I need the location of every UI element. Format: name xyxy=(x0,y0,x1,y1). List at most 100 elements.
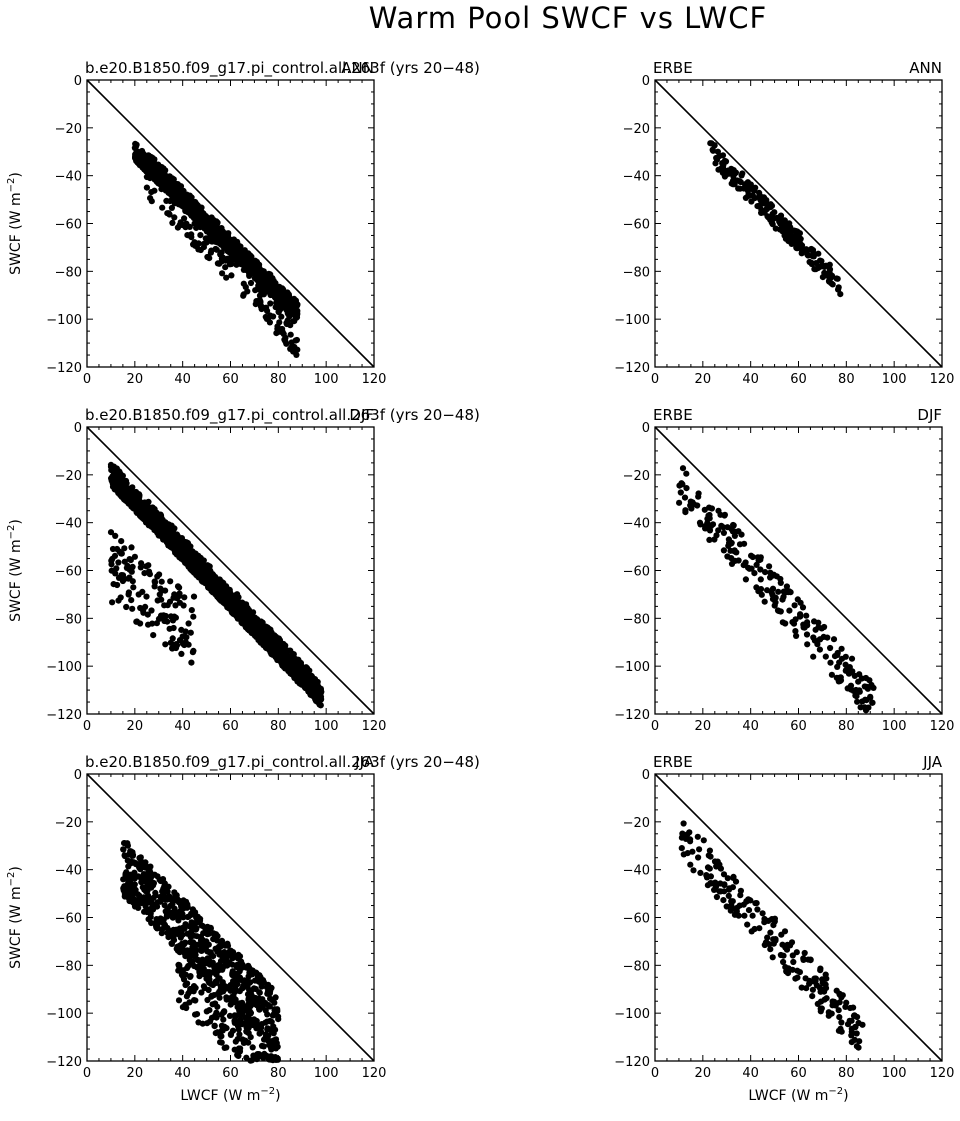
data-point xyxy=(248,618,255,625)
data-point xyxy=(837,677,844,685)
x-tick-label: 100 xyxy=(314,719,339,734)
data-point xyxy=(290,348,297,355)
data-point xyxy=(682,507,689,514)
data-point xyxy=(810,634,817,641)
y-tick-label: −120 xyxy=(614,708,650,723)
data-point xyxy=(772,225,779,232)
data-point xyxy=(816,646,824,653)
data-point xyxy=(196,205,203,212)
data-point xyxy=(222,257,229,264)
data-point xyxy=(291,304,298,311)
data-point xyxy=(218,588,225,596)
data-point xyxy=(757,576,764,583)
y-tick-label: −40 xyxy=(55,517,82,532)
data-point xyxy=(282,334,289,341)
data-point xyxy=(132,141,139,148)
data-point xyxy=(735,557,742,564)
data-point xyxy=(777,579,784,587)
data-point xyxy=(304,681,311,688)
data-point xyxy=(827,274,835,281)
data-point xyxy=(719,160,726,167)
data-point xyxy=(157,174,164,181)
data-point xyxy=(226,261,233,268)
data-point xyxy=(166,190,173,197)
data-point xyxy=(169,635,176,642)
data-point xyxy=(160,615,167,622)
data-point xyxy=(704,520,711,527)
data-point xyxy=(229,609,236,616)
x-tick-label: 120 xyxy=(930,719,955,734)
x-tick-label: 40 xyxy=(174,1066,191,1081)
x-tick-label: 20 xyxy=(127,372,144,387)
data-point xyxy=(174,224,181,231)
data-point xyxy=(176,599,183,606)
data-point xyxy=(190,593,198,600)
data-point xyxy=(719,165,726,172)
data-points xyxy=(707,140,844,298)
data-point xyxy=(181,594,188,601)
data-point xyxy=(269,275,276,282)
data-point xyxy=(777,220,784,227)
x-tick-label: 60 xyxy=(790,719,807,734)
x-tick-label: 80 xyxy=(838,719,855,734)
data-point xyxy=(122,494,129,501)
data-point xyxy=(127,557,134,564)
data-point xyxy=(257,639,264,646)
data-point xyxy=(137,620,144,627)
data-point xyxy=(168,204,175,211)
x-tick-label: 40 xyxy=(174,372,191,387)
data-point xyxy=(206,585,213,592)
data-point xyxy=(273,299,280,306)
data-point xyxy=(190,241,197,248)
x-tick-label: 20 xyxy=(127,1066,144,1081)
data-point xyxy=(220,596,227,603)
data-point xyxy=(287,322,294,329)
data-point xyxy=(803,612,810,619)
data-point xyxy=(190,554,197,562)
data-point xyxy=(159,204,166,211)
data-point xyxy=(256,261,263,268)
data-point xyxy=(764,587,771,594)
data-point xyxy=(224,243,231,250)
data-point xyxy=(272,280,279,287)
data-point xyxy=(280,648,288,655)
data-point xyxy=(131,495,139,503)
data-point xyxy=(272,638,279,645)
data-point xyxy=(761,598,768,605)
data-point xyxy=(318,696,325,703)
data-point xyxy=(230,593,237,600)
data-point xyxy=(158,596,165,603)
data-point xyxy=(162,587,169,594)
data-point xyxy=(134,149,141,156)
data-point xyxy=(792,628,799,635)
data-point xyxy=(257,282,264,290)
data-point xyxy=(222,264,229,271)
y-tick-label: −120 xyxy=(46,361,82,376)
data-point xyxy=(288,671,296,678)
y-tick-label: 0 xyxy=(642,74,650,89)
data-point xyxy=(804,619,811,626)
data-point xyxy=(715,507,722,514)
data-point xyxy=(168,940,175,947)
data-point xyxy=(316,690,323,697)
data-point xyxy=(183,203,190,210)
data-point xyxy=(151,578,158,585)
data-point xyxy=(202,235,209,242)
data-point xyxy=(191,206,198,213)
data-point xyxy=(869,699,876,706)
x-tick-label: 80 xyxy=(270,719,287,734)
data-point xyxy=(158,578,165,585)
data-point xyxy=(242,284,249,291)
data-points xyxy=(120,840,282,1064)
data-point xyxy=(272,649,279,657)
data-point xyxy=(198,211,205,218)
data-point xyxy=(695,493,702,500)
y-tick-label: −120 xyxy=(614,361,650,376)
data-point xyxy=(166,598,174,605)
data-point xyxy=(189,199,196,206)
x-tick-label: 0 xyxy=(651,372,659,387)
data-point xyxy=(252,287,259,294)
data-point xyxy=(278,313,285,320)
data-point xyxy=(236,252,243,259)
data-points xyxy=(131,140,301,358)
